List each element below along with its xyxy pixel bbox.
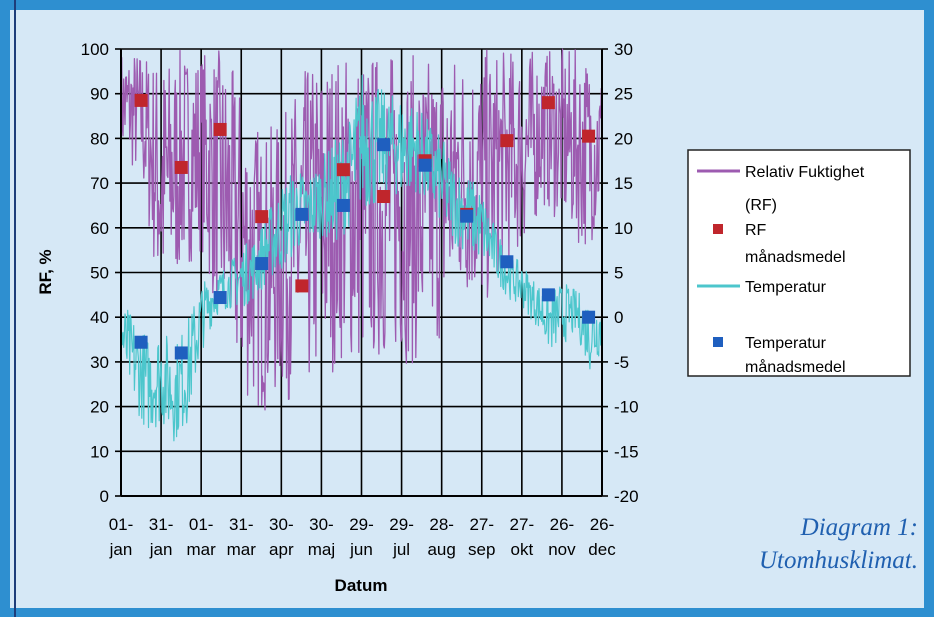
temp-mean-point — [255, 257, 269, 271]
y2-tick-label: 20 — [614, 129, 633, 148]
chart-axes: 0 10 20 30 40 50 60 70 80 90 100 -20 -15 -10 -5 0 5 10 15 2… — [36, 40, 639, 595]
legend-label: Temperatur — [745, 335, 827, 352]
x-tick-month: nov — [548, 540, 576, 559]
x-tick-day: 28- — [429, 515, 454, 534]
x-tick-month: maj — [308, 540, 335, 559]
y-tick-label: 50 — [90, 264, 109, 283]
y2-tick-label: -15 — [614, 442, 639, 461]
legend-square-swatch — [713, 224, 723, 234]
y-tick-label: 80 — [90, 129, 109, 148]
legend-label: RF — [745, 222, 767, 239]
legend-label-line2: månadsmedel — [745, 358, 846, 376]
chart-legend: Relativ Fuktighet (RF) RF månadsmedel Temper… — [687, 149, 911, 377]
x-tick-month: mar — [227, 540, 257, 559]
temp-mean-point — [295, 207, 309, 221]
y-tick-label: 100 — [81, 40, 109, 59]
rf-mean-point — [174, 160, 188, 174]
temp-mean-point — [418, 158, 432, 172]
rf-mean-point — [295, 279, 309, 293]
x-tick-day: 01- — [109, 515, 134, 534]
x-tick-month: jul — [392, 540, 410, 559]
monthly-means — [134, 93, 596, 360]
x-axis-label: Datum — [335, 576, 388, 595]
x-tick-month: jan — [109, 540, 133, 559]
legend-square-swatch — [713, 337, 723, 347]
temp-mean-point — [377, 138, 391, 152]
y-tick-label: 20 — [90, 398, 109, 417]
y2-tick-label: -20 — [614, 487, 639, 506]
rf-mean-point — [213, 122, 227, 136]
legend-label-line2: månadsmedel — [745, 248, 846, 266]
x-tick-month: jan — [149, 540, 173, 559]
y-tick-label: 70 — [90, 174, 109, 193]
y2-tick-label: 0 — [614, 308, 623, 327]
temp-mean-point — [174, 346, 188, 360]
x-tick-day: 30- — [269, 515, 294, 534]
x-tick-day: 01- — [189, 515, 214, 534]
x-tick-day: 30- — [309, 515, 334, 534]
rf-mean-point — [500, 134, 514, 148]
x-tick-day: 29- — [349, 515, 374, 534]
y-tick-label: 30 — [90, 353, 109, 372]
y2-tick-label: -5 — [614, 353, 629, 372]
y2-tick-label: 15 — [614, 174, 633, 193]
y-tick-label: 90 — [90, 85, 109, 104]
y2-tick-label: 5 — [614, 264, 623, 283]
y2-tick-label: -10 — [614, 398, 639, 417]
x-tick-day: 31- — [229, 515, 254, 534]
y2-tick-label: 30 — [614, 40, 633, 59]
x-tick-day: 26- — [550, 515, 575, 534]
y-tick-label: 0 — [100, 487, 109, 506]
legend-box — [687, 149, 911, 377]
rf-series — [120, 48, 603, 411]
temp-mean-point — [336, 198, 350, 212]
rf-mean-point — [255, 210, 269, 224]
rf-mean-point — [377, 190, 391, 204]
x-tick-month: apr — [269, 540, 294, 559]
x-tick-month: dec — [588, 540, 616, 559]
y2-tick-label: 25 — [614, 85, 633, 104]
rf-mean-point — [582, 129, 596, 143]
rf-line — [120, 48, 603, 411]
x-tick-day: 29- — [389, 515, 414, 534]
temperature-series — [120, 74, 603, 442]
temp-mean-point — [541, 288, 555, 302]
legend-label: Temperatur — [745, 279, 827, 296]
rf-mean-point — [541, 96, 555, 110]
x-tick-month: aug — [427, 540, 455, 559]
x-tick-month: jun — [349, 540, 373, 559]
x-tick-month: okt — [510, 540, 533, 559]
rf-mean-point — [134, 93, 148, 107]
rf-mean-point — [336, 163, 350, 177]
temperature-line — [120, 74, 603, 442]
x-tick-day: 31- — [149, 515, 174, 534]
temp-mean-point — [460, 209, 474, 223]
x-tick-day: 27- — [469, 515, 494, 534]
temp-mean-point — [213, 291, 227, 305]
y-tick-label: 10 — [90, 442, 109, 461]
y-tick-label: 40 — [90, 308, 109, 327]
caption-title: Diagram 1: — [800, 514, 918, 541]
legend-label: Relativ Fuktighet — [745, 164, 865, 181]
temp-mean-point — [582, 310, 596, 324]
x-tick-day: 26- — [590, 515, 615, 534]
y-axis-label: RF, % — [36, 249, 55, 294]
legend-label-line2: (RF) — [745, 197, 777, 214]
caption-subtitle: Utomhusklimat. — [758, 547, 918, 574]
x-tick-day: 27- — [510, 515, 535, 534]
y-tick-label: 60 — [90, 219, 109, 238]
x-tick-month: sep — [468, 540, 495, 559]
temp-mean-point — [134, 335, 148, 349]
temp-mean-point — [500, 255, 514, 269]
y2-tick-label: 10 — [614, 219, 633, 238]
x-tick-month: mar — [187, 540, 217, 559]
